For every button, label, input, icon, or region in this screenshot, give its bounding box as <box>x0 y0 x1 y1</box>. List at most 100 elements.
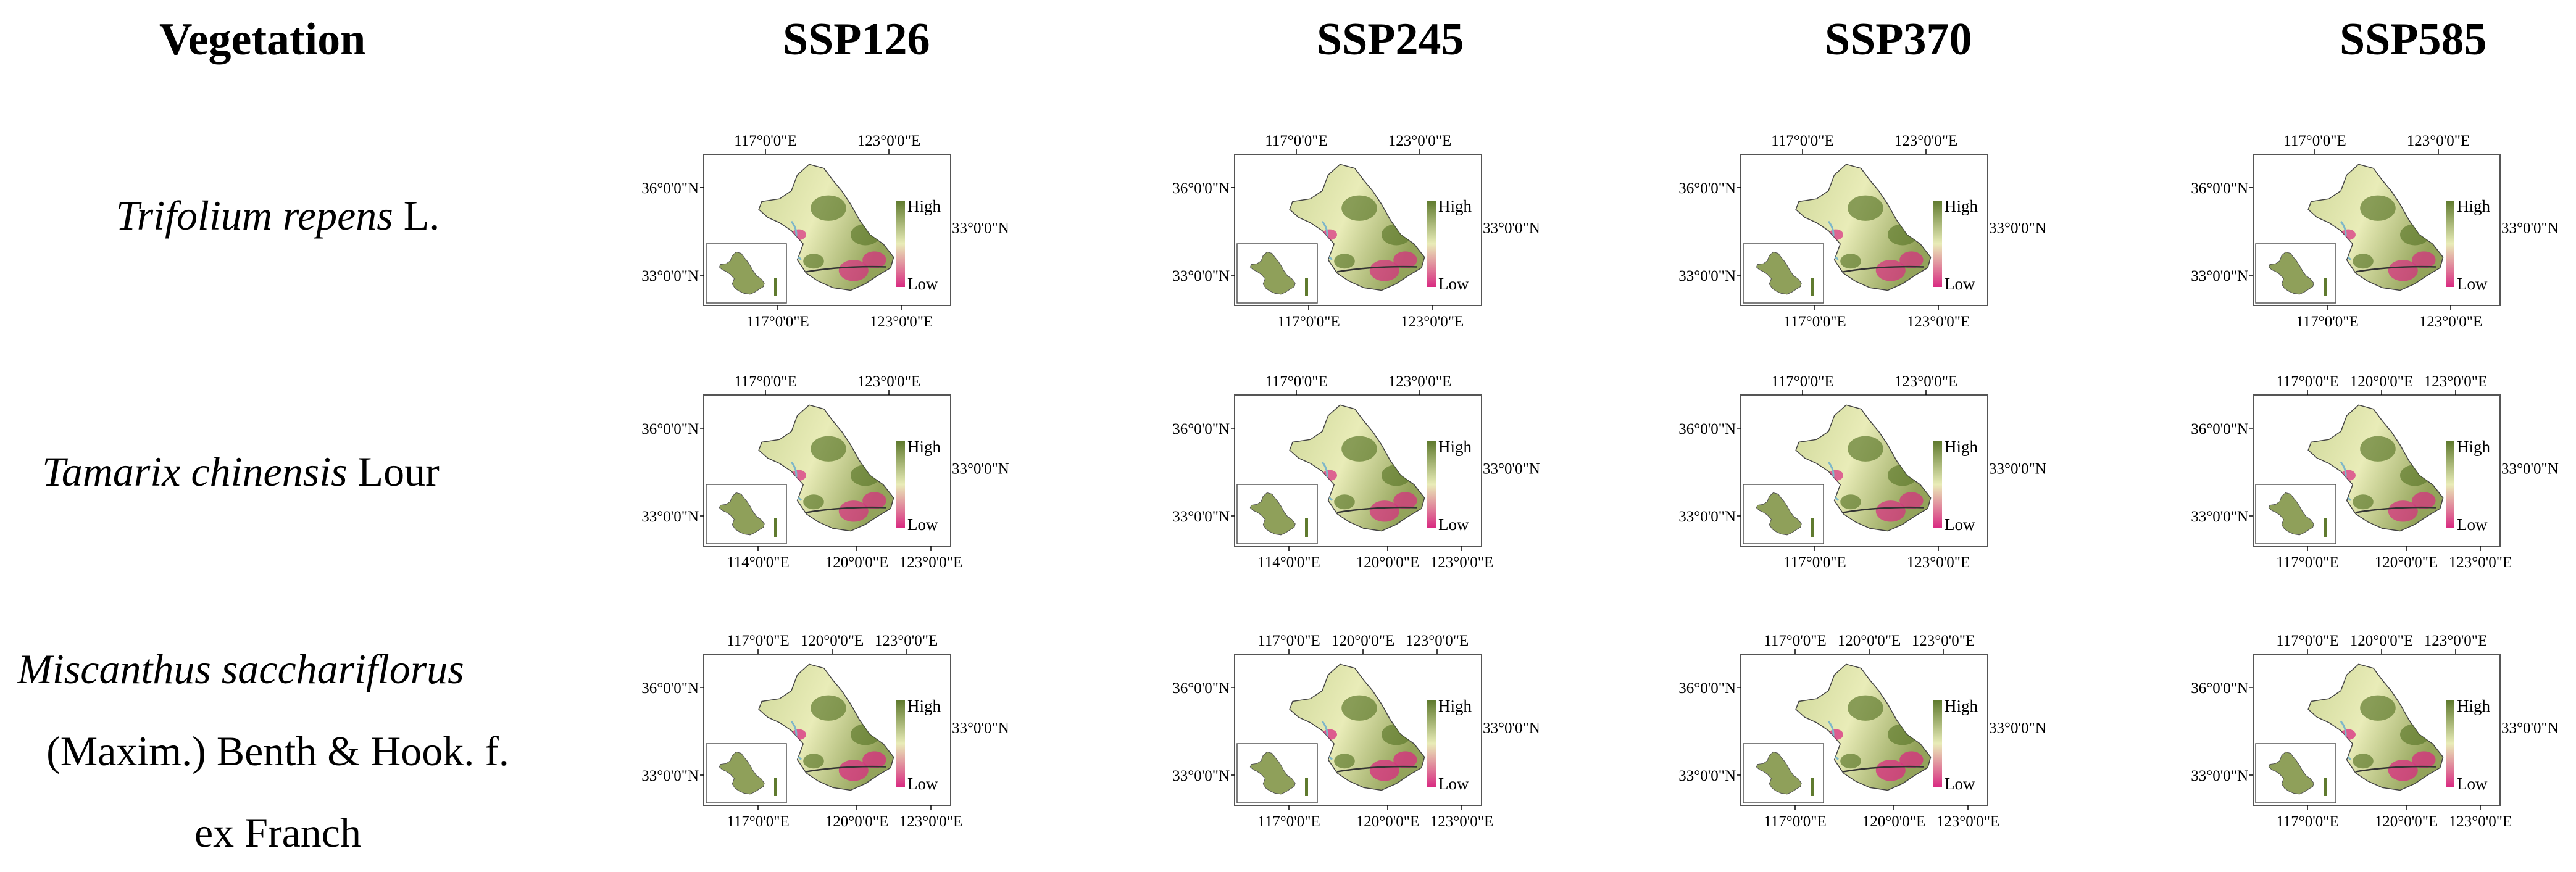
left-lat-label: 36°0'0"N <box>1678 180 1736 197</box>
bottom-lon-label: 117°0'0"E <box>1277 314 1340 330</box>
bottom-lon-label: 117°0'0"E <box>1783 554 1846 571</box>
map-panel-r1-c2: High Low 117°0'0"E 123°0'0"E 117°0'0"E 123°0'… <box>1148 123 1540 346</box>
top-lon-label: 117°0'0"E <box>1771 133 1834 149</box>
top-lon-label: 123°0'0"E <box>1912 633 1975 649</box>
row-label-trifolium: Trifolium repens L. <box>115 192 440 239</box>
map-panel-r2-c1: High Low 117°0'0"E 123°0'0"E 114°0'0"E 120°0'… <box>617 364 1009 586</box>
top-lon-label: 117°0'0"E <box>1265 133 1328 149</box>
left-lat-label: 36°0'0"N <box>641 180 699 197</box>
legend-colorbar <box>1427 700 1436 787</box>
legend-low-label: Low <box>1438 515 1469 534</box>
left-lat-label: 36°0'0"N <box>641 421 699 438</box>
map-frame <box>703 394 951 547</box>
bottom-lon-label: 123°0'0"E <box>1430 554 1493 571</box>
legend-high-label: High <box>907 697 941 715</box>
top-lon-label: 117°0'0"E <box>2276 373 2339 390</box>
map-frame <box>1740 654 1988 806</box>
legend-high-label: High <box>1438 197 1472 215</box>
bottom-lon-label: 117°0'0"E <box>1783 314 1846 330</box>
province-map <box>2307 663 2444 791</box>
map-frame <box>2253 394 2501 547</box>
top-lon-label: 123°0'0"E <box>2424 373 2487 390</box>
map-frame <box>703 654 951 806</box>
header-ssp585: SSP585 <box>2340 14 2487 65</box>
right-lat-label: 33°0'0"N <box>952 720 1009 736</box>
legend-high-label: High <box>2457 197 2491 215</box>
legend-colorbar <box>1427 201 1436 287</box>
left-lat-label: 33°0'0"N <box>1172 509 1230 525</box>
suitability-map: High Low 117°0'0"E 123°0'0"E 117°0'0"E 123°0'… <box>1678 373 2046 571</box>
right-lat-label: 33°0'0"N <box>1483 460 1540 477</box>
bottom-lon-label: 114°0'0"E <box>727 554 790 571</box>
legend-colorbar <box>1427 441 1436 528</box>
top-lon-label: 117°0'0"E <box>2276 633 2339 649</box>
bottom-lon-label: 123°0'0"E <box>1907 554 1970 571</box>
map-frame <box>2253 654 2501 806</box>
right-lat-label: 33°0'0"N <box>1989 220 2046 236</box>
map-frame <box>1234 394 1482 547</box>
top-lon-label: 120°0'0"E <box>2350 373 2413 390</box>
legend-high-label: High <box>2457 438 2491 456</box>
top-lon-label: 123°0'0"E <box>1388 133 1451 149</box>
legend-colorbar <box>896 201 905 287</box>
left-lat-label: 33°0'0"N <box>1172 268 1230 284</box>
top-lon-label: 120°0'0"E <box>1332 633 1394 649</box>
suitability-map: High Low 117°0'0"E 123°0'0"E 117°0'0"E 123°0'… <box>1678 133 2046 330</box>
top-lon-label: 123°0'0"E <box>875 633 938 649</box>
left-lat-label: 33°0'0"N <box>2191 268 2248 284</box>
row-label-miscanthus-line3: ex Franch <box>194 809 361 856</box>
suitability-map: High Low 117°0'0"E 120°0'0"E 123°0'0"E 117°0'… <box>1678 633 2046 830</box>
top-lon-label: 123°0'0"E <box>857 373 920 390</box>
left-lat-label: 36°0'0"N <box>2191 680 2248 697</box>
top-lon-label: 123°0'0"E <box>1406 633 1469 649</box>
suitability-map: High Low 117°0'0"E 120°0'0"E 123°0'0"E 117°0'… <box>1172 633 1540 830</box>
legend-colorbar <box>1933 201 1942 287</box>
row-label-miscanthus: Miscanthus sacchariflorus <box>17 646 464 692</box>
bottom-lon-label: 120°0'0"E <box>1356 813 1419 830</box>
legend-high-label: High <box>907 197 941 215</box>
left-lat-label: 33°0'0"N <box>2191 768 2248 784</box>
bottom-lon-label: 120°0'0"E <box>1862 813 1925 830</box>
legend-low-label: Low <box>2457 515 2488 534</box>
bottom-lon-label: 120°0'0"E <box>2375 554 2438 571</box>
left-lat-label: 36°0'0"N <box>1678 421 1736 438</box>
row-label-tamarix: Tamarix chinensis Lour <box>42 448 440 495</box>
map-frame <box>1234 654 1482 806</box>
top-lon-label: 120°0'0"E <box>2350 633 2413 649</box>
left-lat-label: 33°0'0"N <box>1678 268 1736 284</box>
right-lat-label: 33°0'0"N <box>2501 220 2559 236</box>
suitability-map: High Low 117°0'0"E 120°0'0"E 123°0'0"E 117°0'… <box>2191 373 2559 571</box>
suitability-map: High Low 117°0'0"E 123°0'0"E 117°0'0"E 123°0'… <box>2191 133 2559 330</box>
map-panel-r3-c4: High Low 117°0'0"E 120°0'0"E 123°0'0"E 117°0'… <box>2167 623 2559 845</box>
legend-low-label: Low <box>1945 515 1975 534</box>
legend-low-label: Low <box>2457 774 2488 793</box>
top-lon-label: 117°0'0"E <box>1771 373 1834 390</box>
top-lon-label: 123°0'0"E <box>1894 373 1957 390</box>
header-ssp245: SSP245 <box>1317 14 1464 65</box>
legend-colorbar <box>896 441 905 528</box>
bottom-lon-label: 123°0'0"E <box>1936 813 1999 830</box>
map-panel-r3-c3: High Low 117°0'0"E 120°0'0"E 123°0'0"E 117°0'… <box>1654 623 2046 845</box>
bottom-lon-label: 114°0'0"E <box>1257 554 1320 571</box>
legend-low-label: Low <box>1438 275 1469 293</box>
bottom-lon-label: 123°0'0"E <box>1430 813 1493 830</box>
province-map <box>1289 164 1425 291</box>
map-frame <box>2253 154 2501 306</box>
right-lat-label: 33°0'0"N <box>1483 720 1540 736</box>
header-ssp126: SSP126 <box>783 14 930 65</box>
legend-low-label: Low <box>907 275 938 293</box>
left-lat-label: 33°0'0"N <box>1678 509 1736 525</box>
suitability-map: High Low 117°0'0"E 123°0'0"E 114°0'0"E 120°0'… <box>641 373 1009 571</box>
legend-high-label: High <box>1945 197 1978 215</box>
bottom-lon-label: 123°0'0"E <box>899 554 962 571</box>
legend-colorbar <box>1933 441 1942 528</box>
top-lon-label: 117°0'0"E <box>2283 133 2346 149</box>
top-lon-label: 117°0'0"E <box>1257 633 1320 649</box>
bottom-lon-label: 123°0'0"E <box>1907 314 1970 330</box>
legend-high-label: High <box>2457 697 2491 715</box>
right-lat-label: 33°0'0"N <box>1483 220 1540 236</box>
bottom-lon-label: 120°0'0"E <box>825 554 888 571</box>
header-vegetation: Vegetation <box>159 14 366 65</box>
bottom-lon-label: 123°0'0"E <box>2419 314 2482 330</box>
bottom-lon-label: 123°0'0"E <box>2449 554 2512 571</box>
